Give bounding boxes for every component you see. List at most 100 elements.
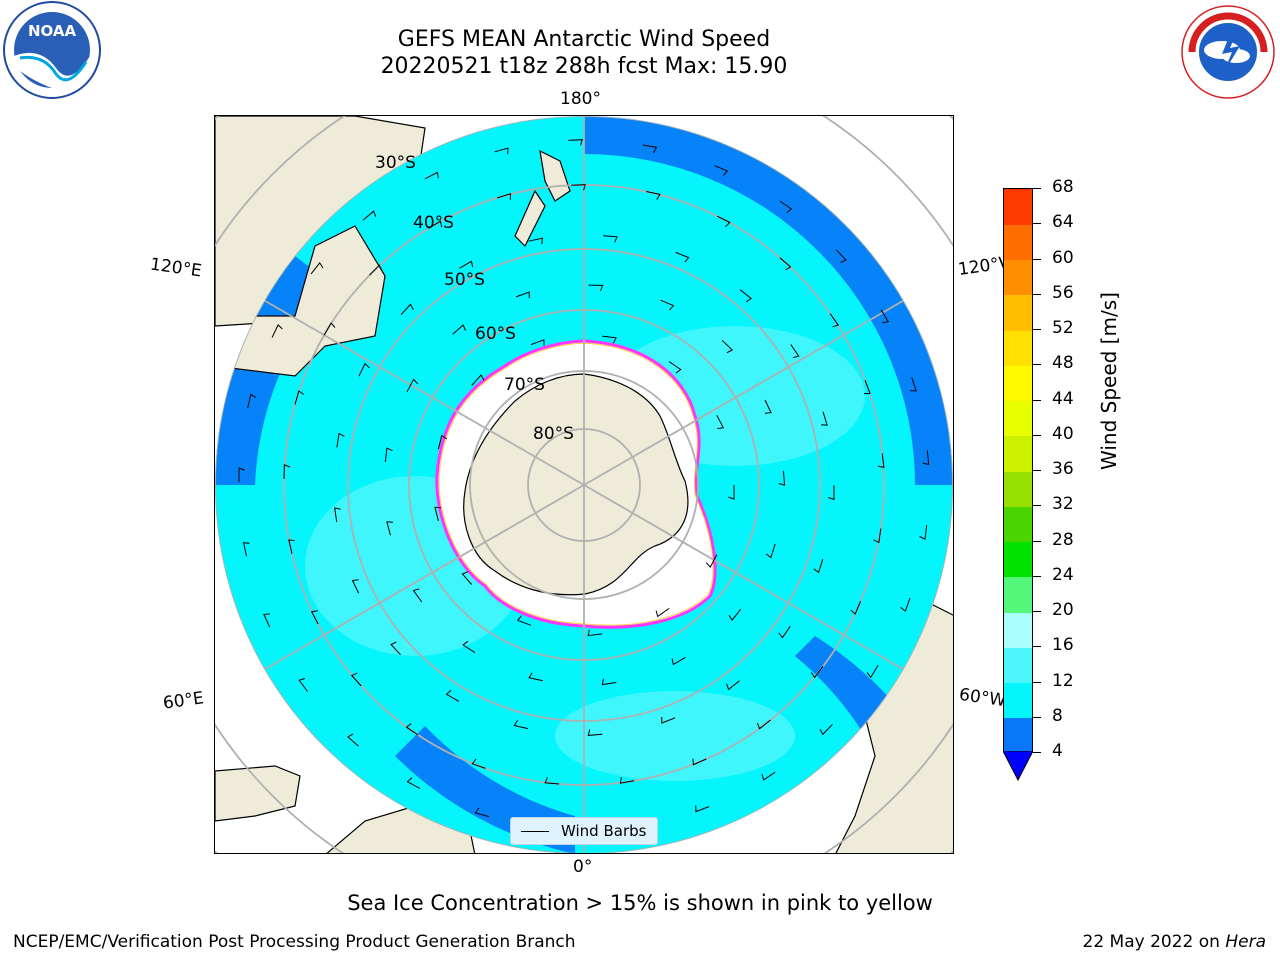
colorbar-tick [1033,752,1041,753]
colorbar-tick-label: 12 [1052,670,1074,691]
wind-barb [821,411,828,426]
colorbar-tick [1033,434,1041,436]
lon-label-60w: 60°W [957,684,1008,712]
legend-label: Wind Barbs [561,822,647,840]
wind-barb [728,485,735,500]
colorbar-tick-label: 44 [1052,388,1074,409]
wind-barb [716,415,725,430]
colorbar-segment [1004,365,1032,401]
wind-barb [474,807,490,818]
wind-barb [601,678,617,686]
wind-barb [829,313,840,328]
wind-barb [390,641,401,656]
wind-barb [671,656,686,666]
wind-barb [405,723,419,736]
wind-barb [350,672,362,687]
wind-barb [358,362,370,377]
wind-barb [334,507,341,522]
wind-barb [919,525,928,540]
wind-barb [571,184,586,191]
wind-barb [695,805,710,813]
wind-barb [445,689,459,702]
colorbar-segment [1004,259,1032,296]
colorbar-segment [1004,294,1032,331]
colorbar-tick-label: 60 [1052,247,1074,268]
colorbar-tick [1033,505,1041,507]
colorbar-segment [1004,224,1032,260]
wind-barb [642,144,658,153]
wind-barb [406,378,419,393]
wind-barb [828,485,835,501]
wind-barb [721,339,734,354]
colorbar-title: Wind Speed [m/s] [1097,292,1121,470]
wind-barb [400,303,414,316]
wind-barb [496,193,512,200]
colorbar-tick [1033,293,1041,295]
footer-machine-name: Hera [1225,932,1266,952]
wind-barb [790,344,800,359]
wind-barb [288,539,295,554]
wind-barb [516,615,531,626]
wind-barb [646,191,661,200]
colorbar-tick [1033,258,1041,260]
wind-barb [588,284,604,292]
wind-barb [428,220,443,229]
wind-barb [362,210,377,221]
wind-barb [347,733,359,747]
wind-barb [675,251,690,263]
colorbar-segment [1004,612,1032,648]
wind-barb [813,558,824,574]
wind-barb [424,171,439,180]
wind-barb [877,453,885,469]
wind-barb [922,450,930,466]
wind-barb [263,613,271,628]
colorbar-tick-label: 68 [1052,177,1074,197]
wind-barb [242,542,250,557]
colorbar-tick-label: 48 [1052,353,1074,374]
colorbar-segment [1004,471,1032,507]
lat-label-30s: 30°S [375,153,416,173]
wind-barb [459,260,474,269]
chart-subtitle: 20220521 t18z 288h fcst Max: 15.90 [380,54,788,79]
wind-barb [369,264,383,276]
colorbar-segment [1004,506,1032,542]
colorbar-tick-label: 4 [1052,741,1063,761]
colorbar-tick [1033,681,1041,683]
wind-barb [910,377,917,392]
wind-barb [761,771,776,781]
colorbar-tick-label: 56 [1052,282,1074,303]
wind-barb [779,200,793,213]
wind-barb [568,139,583,146]
wind-barb [819,723,833,736]
wind-barb [530,339,545,346]
colorbar-tick-label: 32 [1052,494,1074,515]
colorbar-tick [1033,329,1041,330]
wind-barb [668,361,682,374]
wind-barb [778,471,786,486]
wind-barb [298,677,308,692]
wind-barb [544,777,560,785]
wind-barb [661,716,676,724]
wind-barb [515,291,530,299]
wind-barb [471,758,486,769]
lon-label-60e: 60°E [161,688,206,714]
wind-barb [739,289,752,303]
colorbar-tick [1033,223,1041,225]
wind-barb [528,672,543,682]
colorbar-tick-label: 52 [1052,318,1074,338]
wind-barb [587,629,603,637]
lat-label-40s: 40°S [413,213,454,233]
colorbar-tick-label: 20 [1052,600,1074,620]
wind-barb [471,374,485,386]
wind-barb [351,579,360,594]
wind-barb [714,165,729,176]
colorbar-segment [1004,682,1032,719]
colorbar-tick-label: 40 [1052,423,1074,444]
colorbar-segment [1004,541,1032,578]
lat-label-70s: 70°S [504,375,545,395]
lat-label-50s: 50°S [444,270,485,290]
colorbar-segment [1004,647,1032,683]
colorbar-segment [1004,435,1032,472]
wind-barb [310,610,319,625]
wind-barb [294,390,304,405]
